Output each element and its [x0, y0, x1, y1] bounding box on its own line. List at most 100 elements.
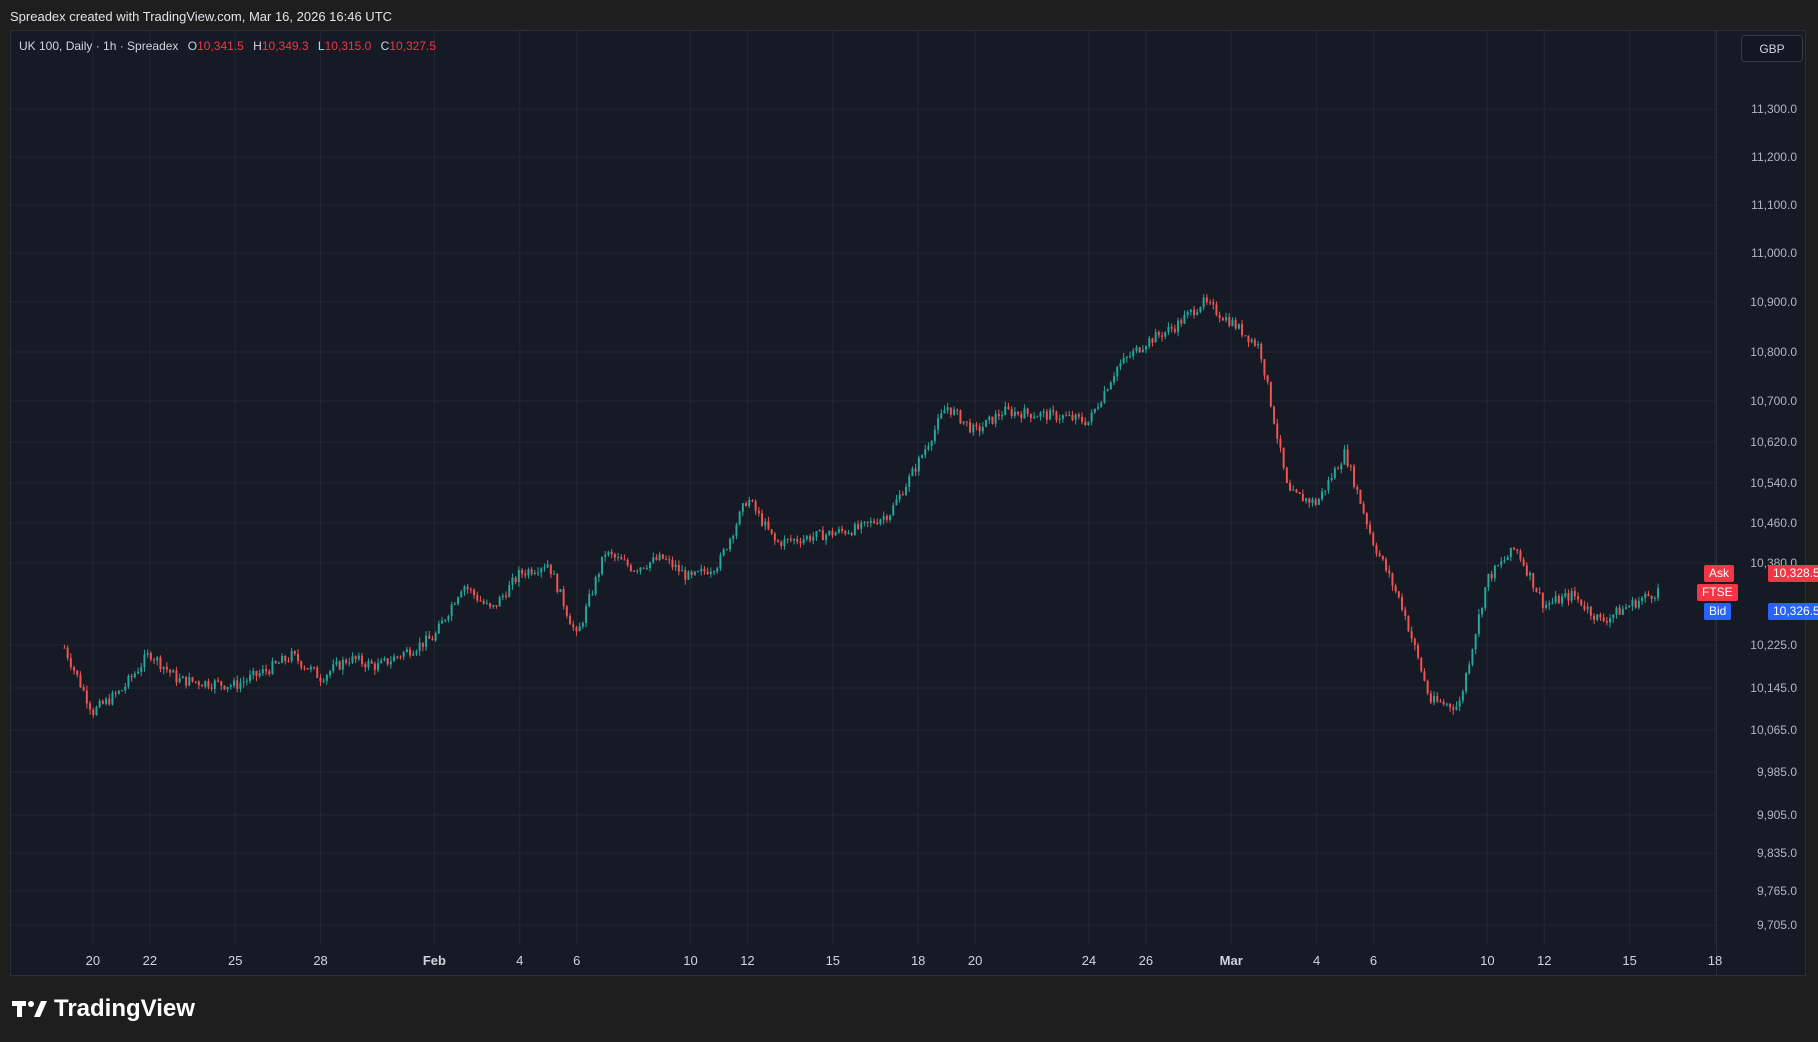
- candle-body: [1596, 614, 1599, 620]
- x-tick-label: 18: [911, 953, 925, 968]
- candle-body: [1209, 302, 1212, 304]
- candle-body: [1215, 304, 1218, 316]
- candle-body: [169, 669, 172, 673]
- y-tick-label: 11,200.0: [1751, 150, 1797, 164]
- candle-body: [1420, 657, 1423, 672]
- candle-body: [137, 671, 140, 674]
- candle-body: [412, 653, 415, 656]
- candle-body: [927, 446, 930, 450]
- candle-body: [98, 701, 101, 708]
- candle-body: [1177, 320, 1180, 332]
- candle-body: [466, 586, 469, 590]
- candle-body: [1330, 477, 1333, 481]
- candle-body: [658, 554, 661, 560]
- candle-body: [665, 558, 668, 560]
- candle-body: [1653, 597, 1656, 599]
- candle-body: [1394, 585, 1397, 592]
- candle-body: [223, 685, 226, 690]
- candle-body: [290, 651, 293, 661]
- candle-body: [236, 680, 239, 689]
- candle-body: [92, 709, 95, 715]
- brand-name: TradingView: [54, 995, 195, 1022]
- candle-body: [210, 687, 213, 689]
- y-tick-label: 10,620.0: [1750, 435, 1797, 449]
- candle-body: [1423, 671, 1426, 681]
- candle-body: [1036, 416, 1039, 418]
- candle-body: [1503, 560, 1506, 562]
- x-tick-label: Feb: [423, 953, 446, 968]
- candle-body: [783, 539, 786, 547]
- candle-body: [1522, 559, 1525, 566]
- candle-body: [111, 692, 114, 705]
- candle-body: [521, 570, 524, 574]
- candle-body: [450, 604, 453, 617]
- candle-body: [175, 670, 178, 683]
- candle-body: [905, 486, 908, 496]
- candle-body: [1644, 593, 1647, 598]
- candle-body: [921, 455, 924, 458]
- candle-body: [207, 681, 210, 688]
- candle-body: [1324, 490, 1327, 492]
- candle-body: [482, 600, 485, 604]
- candle-body: [1439, 701, 1442, 703]
- candle-body: [988, 416, 991, 420]
- candle-body: [306, 668, 309, 670]
- candle-body: [441, 620, 444, 624]
- candle-body: [1151, 338, 1154, 343]
- candle-body: [1551, 602, 1554, 604]
- x-tick-label: 15: [1622, 953, 1636, 968]
- candle-body: [978, 426, 981, 432]
- candle-body: [258, 673, 261, 676]
- candle-body: [153, 659, 156, 661]
- x-tick-label: 12: [740, 953, 754, 968]
- candle-body: [178, 678, 181, 683]
- candle-body: [540, 568, 543, 573]
- candle-body: [969, 422, 972, 433]
- candle-body: [165, 666, 168, 670]
- y-tick-label: 11,000.0: [1751, 246, 1797, 260]
- candle-body: [709, 571, 712, 575]
- open-value: 10,341.5: [197, 39, 244, 53]
- candle-body: [1196, 311, 1199, 315]
- candle-body: [361, 655, 364, 665]
- candle-body: [1266, 375, 1269, 382]
- candle-body: [1017, 411, 1020, 415]
- candle-body: [1381, 555, 1384, 560]
- candle-body: [63, 647, 66, 649]
- candle-body: [1445, 703, 1448, 705]
- candle-body: [1234, 320, 1237, 329]
- tradingview-logo[interactable]: TradingView: [12, 995, 195, 1023]
- candle-body: [1205, 297, 1208, 303]
- candle-body: [706, 571, 709, 575]
- tradingview-icon: [12, 1001, 47, 1017]
- candle-body: [805, 536, 808, 540]
- candle-body: [799, 541, 802, 544]
- candle-body: [1311, 499, 1314, 503]
- x-tick-label: 15: [826, 953, 840, 968]
- candle-body: [889, 515, 892, 520]
- chart-panel[interactable]: [10, 30, 1806, 976]
- candle-body: [1641, 597, 1644, 601]
- candle-body: [585, 606, 588, 624]
- candle-body: [853, 524, 856, 535]
- candle-body: [303, 667, 306, 669]
- candle-body: [1026, 408, 1029, 414]
- candle-body: [1564, 593, 1567, 597]
- candle-body: [293, 651, 296, 654]
- candle-body: [1007, 406, 1010, 409]
- candle-body: [1465, 673, 1468, 692]
- candle-body: [421, 642, 424, 647]
- candle-body: [1449, 703, 1452, 708]
- candle-body: [1458, 700, 1461, 707]
- candle-body: [812, 536, 815, 541]
- candle-body: [597, 574, 600, 578]
- candle-body: [325, 674, 328, 681]
- candle-body: [213, 680, 216, 689]
- currency-selector[interactable]: GBP: [1741, 35, 1803, 62]
- candle-body: [684, 570, 687, 580]
- candle-body: [661, 554, 664, 559]
- candle-body: [220, 681, 223, 686]
- candle-body: [1487, 573, 1490, 588]
- candle-body: [700, 568, 703, 572]
